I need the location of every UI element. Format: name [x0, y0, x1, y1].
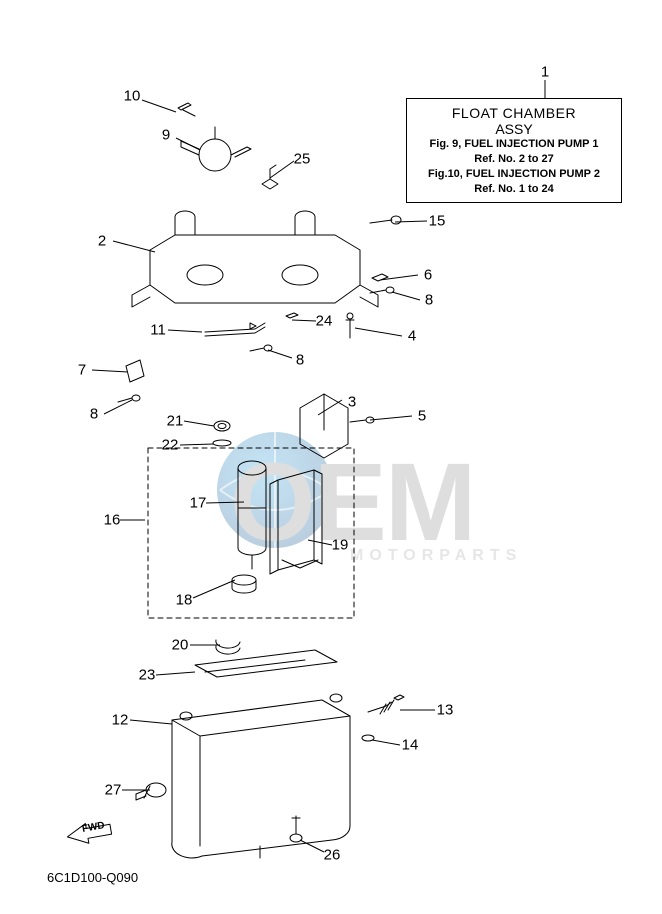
info-box-line: Ref. No. 1 to 24: [415, 182, 613, 197]
callout-15: 15: [429, 213, 446, 230]
info-box-line: Fig.10, FUEL INJECTION PUMP 2: [415, 167, 613, 182]
callout-13: 13: [437, 702, 454, 719]
callout-9: 9: [162, 127, 170, 144]
part-code: 6C1D100-Q090: [47, 870, 138, 885]
callout-18: 18: [176, 592, 193, 609]
callout-20: 20: [172, 637, 189, 654]
callout-26: 26: [324, 847, 341, 864]
callout-12: 12: [112, 712, 129, 729]
callout-24: 24: [316, 313, 333, 330]
callout-2: 2: [98, 233, 106, 250]
callout-17: 17: [190, 495, 207, 512]
info-box-title: FLOAT CHAMBER: [415, 105, 613, 121]
callout-21: 21: [167, 413, 184, 430]
callout-25: 25: [294, 151, 311, 168]
callout-27: 27: [105, 782, 122, 799]
callout-23: 23: [139, 667, 156, 684]
callout-19: 19: [332, 537, 349, 554]
callout-3: 3: [348, 394, 356, 411]
callout-8: 8: [425, 292, 433, 309]
callout-6: 6: [424, 267, 432, 284]
callout-5: 5: [418, 408, 426, 425]
callout-1: 1: [541, 64, 549, 81]
leaders: [92, 100, 435, 852]
callout-16: 16: [104, 512, 121, 529]
info-box-subtitle: ASSY: [415, 121, 613, 137]
callout-4: 4: [408, 328, 416, 345]
callout-10: 10: [124, 88, 141, 105]
callout-7: 7: [78, 362, 86, 379]
callout-22: 22: [162, 437, 179, 454]
info-box-line: Ref. No. 2 to 27: [415, 152, 613, 167]
callout-8: 8: [90, 406, 98, 423]
callout-8: 8: [296, 352, 304, 369]
info-box: FLOAT CHAMBER ASSY Fig. 9, FUEL INJECTIO…: [406, 98, 622, 203]
callout-11: 11: [150, 322, 166, 339]
diagram-root: OEM MOTORPARTS: [0, 0, 662, 914]
info-box-line: Fig. 9, FUEL INJECTION PUMP 1: [415, 137, 613, 152]
callout-14: 14: [402, 737, 419, 754]
